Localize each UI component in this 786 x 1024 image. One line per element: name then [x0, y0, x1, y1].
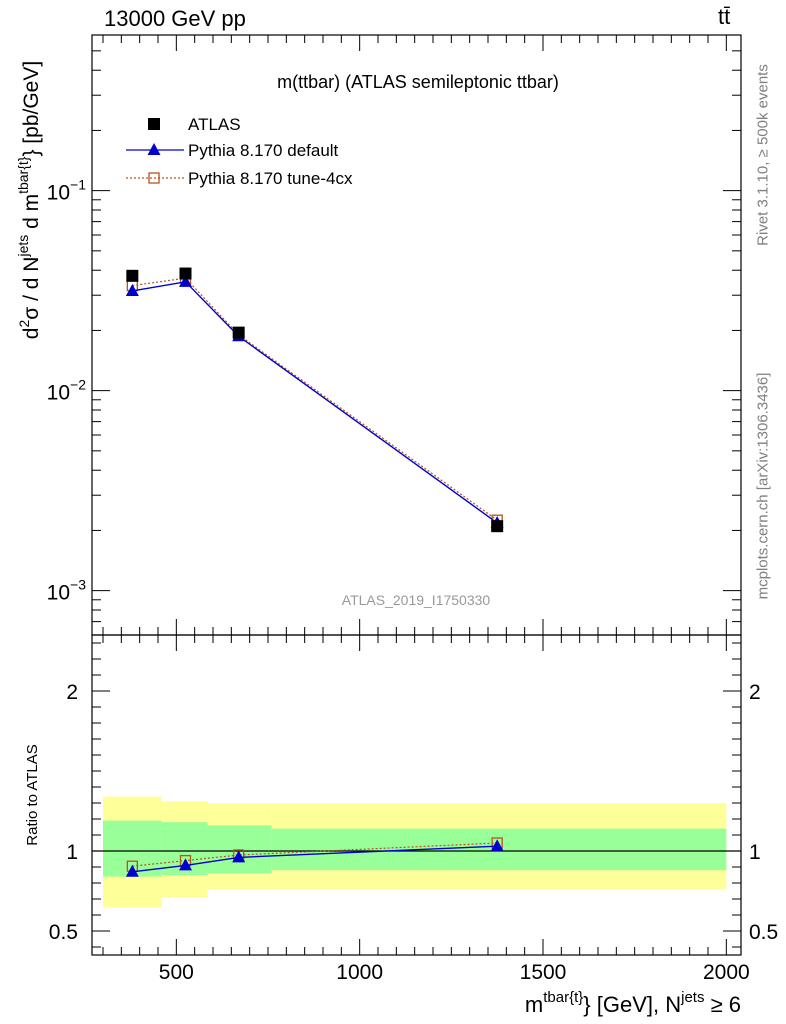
y-axis-label-part-1: 2: [16, 320, 32, 328]
ratio-y-axis-label: Ratio to ATLAS: [24, 744, 41, 845]
ratio-default-point-3: [490, 839, 504, 852]
series-atlas-point-1: [179, 267, 192, 280]
y-tick-label-2: 10−1: [47, 177, 87, 205]
rivet-label: Rivet 3.1.10, ≥ 500k events: [754, 64, 772, 246]
x-tick-label-2000: 2000: [703, 961, 750, 984]
watermark: ATLAS_2019_I1750330: [342, 592, 491, 608]
legend-marker-2: [148, 172, 160, 184]
ratio-panel-frame: [91, 634, 742, 956]
chart-title: m(ttbar) (ATLAS semileptonic ttbar): [277, 72, 559, 92]
series-default-point-0: [125, 283, 139, 296]
ratio-default-point-0: [125, 864, 139, 877]
legend-marker-0: [148, 118, 160, 130]
ratio-default-point-1: [179, 858, 192, 871]
y-axis-label-part-3: jets: [15, 235, 31, 258]
series-tune4cx-line: [132, 277, 498, 521]
x-axis-label-part-0: m: [525, 992, 543, 1017]
y-tick-label-1-base: 10: [47, 382, 70, 405]
series-atlas-point-2: [232, 326, 245, 339]
ratio-default-line: [132, 845, 498, 873]
y-tick-label-0-exp: −3: [70, 577, 86, 593]
y-tick-label-0-base: 10: [47, 582, 70, 605]
ratio-y-label-left-2: 2: [66, 681, 78, 704]
x-axis-label-part-1: tbar{t}: [543, 989, 583, 1006]
y-tick-label-1: 10−2: [47, 377, 87, 405]
series-default-point-1: [179, 274, 192, 287]
ratio-tune4cx-line: [132, 842, 498, 867]
legend-label-1: Pythia 8.170 default: [188, 141, 339, 160]
x-tick-label-1000: 1000: [336, 961, 383, 984]
legend-label-0: ATLAS: [188, 115, 241, 134]
process-label: tt̄: [718, 4, 731, 29]
x-tick-label-1500: 1500: [520, 961, 567, 984]
ratio-y-label-right-2: 2: [749, 681, 761, 704]
source-label: mcplots.cern.ch [arXiv:1306.3436]: [754, 372, 772, 600]
y-tick-label-2-base: 10: [47, 182, 70, 205]
y-axis-label-part-5: tbar{t}: [15, 156, 31, 194]
y-tick-label-0: 10−3: [47, 577, 87, 605]
x-axis-label-part-3: jets: [680, 989, 704, 1006]
y-axis-label: d2σ / d Njets d mtbar{t}} [pb/GeV]: [15, 61, 43, 339]
ratio-y-label-right-1: 1: [749, 841, 761, 864]
series-atlas-point-0: [126, 269, 139, 282]
y-axis-label-part-6: } [pb/GeV]: [20, 61, 43, 157]
y-axis-label-part-0: d: [20, 328, 43, 340]
y-axis-label-part-4: d m: [20, 194, 43, 235]
y-axis-label-part-2: σ / d N: [20, 257, 43, 320]
x-tick-label-500: 500: [159, 961, 194, 984]
x-axis-label-part-4: ≥ 6: [704, 992, 741, 1017]
legend-label-2: Pythia 8.170 tune-4cx: [188, 169, 353, 188]
y-tick-label-2-exp: −1: [70, 177, 86, 193]
ratio-default-point-2: [232, 850, 246, 863]
ratio-y-label-left-0.5: 0.5: [49, 921, 78, 944]
y-tick-label-1-exp: −2: [70, 377, 86, 393]
ratio-y-label-right-0.5: 0.5: [749, 921, 778, 944]
chart-title-text: m(ttbar) (ATLAS semileptonic ttbar): [277, 72, 559, 92]
series-atlas-point-3: [491, 520, 504, 533]
series-default-line: [132, 281, 498, 524]
ratio-y-label-left-1: 1: [66, 841, 78, 864]
energy-label: 13000 GeV pp: [104, 6, 246, 31]
x-axis-label-part-2: } [GeV], N: [583, 992, 681, 1017]
x-axis-label: mtbar{t}} [GeV], Njets ≥ 6: [525, 989, 741, 1017]
legend-marker-1: [147, 143, 161, 155]
